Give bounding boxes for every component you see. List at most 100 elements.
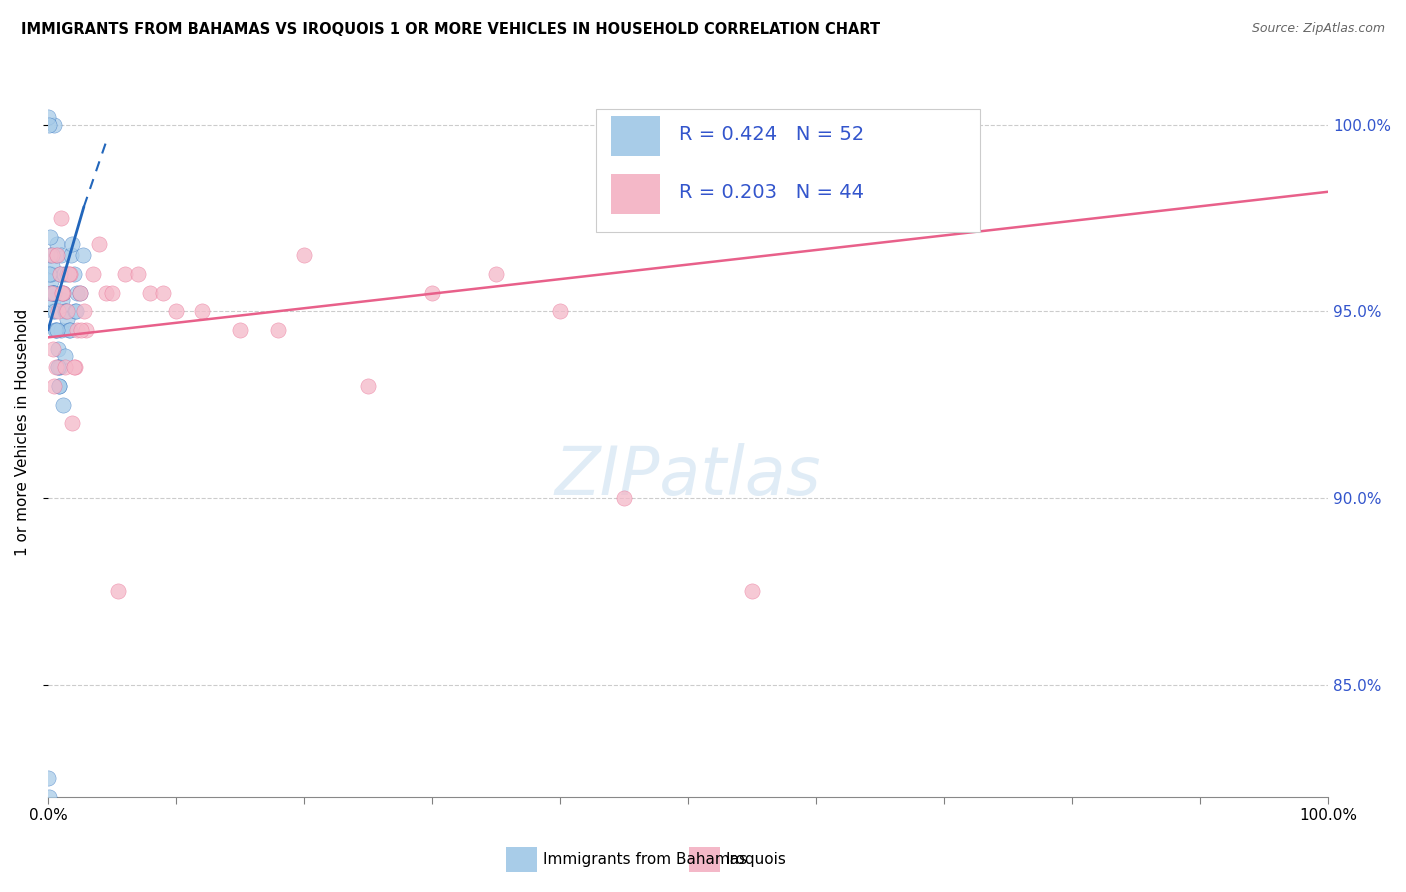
Point <box>357 379 380 393</box>
Point <box>69 285 91 300</box>
Point <box>49 360 72 375</box>
Point <box>42 285 65 300</box>
Point <box>44 323 66 337</box>
Point <box>60 237 83 252</box>
Point <box>45 360 67 375</box>
Point <box>63 304 86 318</box>
Point <box>613 491 636 505</box>
Point <box>51 323 73 337</box>
Point <box>107 584 129 599</box>
Text: IMMIGRANTS FROM BAHAMAS VS IROQUOIS 1 OR MORE VEHICLES IN HOUSEHOLD CORRELATION : IMMIGRANTS FROM BAHAMAS VS IROQUOIS 1 OR… <box>21 22 880 37</box>
Point <box>82 267 104 281</box>
Point <box>292 248 315 262</box>
Point <box>48 267 70 281</box>
Text: R = 0.424   N = 52: R = 0.424 N = 52 <box>679 125 865 144</box>
Point <box>48 379 70 393</box>
Point <box>53 349 76 363</box>
Point <box>485 267 508 281</box>
Point <box>41 248 63 262</box>
Point <box>72 248 94 262</box>
Point <box>63 360 86 375</box>
Point <box>548 304 571 318</box>
Point <box>139 285 162 300</box>
Point <box>58 323 80 337</box>
Point <box>66 323 89 337</box>
Point <box>152 285 174 300</box>
Point <box>53 267 76 281</box>
Point <box>44 304 66 318</box>
Point <box>65 304 87 318</box>
Point <box>46 304 69 318</box>
Point <box>39 285 62 300</box>
Point <box>42 293 65 307</box>
Point <box>59 323 82 337</box>
Point <box>75 323 97 337</box>
Point <box>70 323 93 337</box>
Point <box>41 304 63 318</box>
Point <box>48 267 70 281</box>
Point <box>229 323 252 337</box>
Point <box>38 789 60 804</box>
Text: ZIPatlas: ZIPatlas <box>555 443 821 509</box>
Point <box>39 285 62 300</box>
Point <box>58 267 80 281</box>
Text: Iroquois: Iroquois <box>725 853 786 867</box>
Point <box>44 379 66 393</box>
Point <box>55 304 77 318</box>
Point <box>190 304 212 318</box>
Point <box>45 323 67 337</box>
Point <box>38 118 60 132</box>
Point <box>38 267 60 281</box>
Text: R = 0.203   N = 44: R = 0.203 N = 44 <box>679 183 865 202</box>
Point <box>49 248 72 262</box>
Point <box>44 118 66 132</box>
Point <box>42 342 65 356</box>
Point <box>39 274 62 288</box>
Point <box>69 285 91 300</box>
Point <box>73 304 96 318</box>
Point <box>94 285 117 300</box>
Point <box>45 323 67 337</box>
Point <box>741 584 763 599</box>
Point <box>46 360 69 375</box>
Point <box>49 211 72 225</box>
Point <box>55 311 77 326</box>
Point <box>127 267 149 281</box>
Point <box>52 285 75 300</box>
Point <box>45 248 67 262</box>
Point <box>46 248 69 262</box>
FancyBboxPatch shape <box>596 109 980 232</box>
Point <box>53 304 76 318</box>
Point <box>114 267 136 281</box>
Point <box>62 267 84 281</box>
Point <box>60 248 83 262</box>
Point <box>44 285 66 300</box>
Point <box>101 285 124 300</box>
Point <box>37 110 59 124</box>
Point <box>52 398 75 412</box>
Point <box>51 285 73 300</box>
Point <box>51 293 73 307</box>
Point <box>420 285 443 300</box>
Point <box>62 360 84 375</box>
Point <box>66 285 89 300</box>
Point <box>267 323 290 337</box>
FancyBboxPatch shape <box>612 116 659 156</box>
Point <box>42 285 65 300</box>
Point <box>37 771 59 785</box>
Point <box>56 304 79 318</box>
Point <box>59 267 82 281</box>
Y-axis label: 1 or more Vehicles in Household: 1 or more Vehicles in Household <box>15 309 30 557</box>
Point <box>844 110 866 124</box>
Point <box>41 260 63 274</box>
Point <box>52 285 75 300</box>
Point <box>60 417 83 431</box>
Point <box>39 229 62 244</box>
Point <box>46 237 69 252</box>
Text: Source: ZipAtlas.com: Source: ZipAtlas.com <box>1251 22 1385 36</box>
FancyBboxPatch shape <box>612 174 659 214</box>
Point <box>56 267 79 281</box>
Text: Immigrants from Bahamas: Immigrants from Bahamas <box>543 853 747 867</box>
Point <box>48 379 70 393</box>
Point <box>46 342 69 356</box>
